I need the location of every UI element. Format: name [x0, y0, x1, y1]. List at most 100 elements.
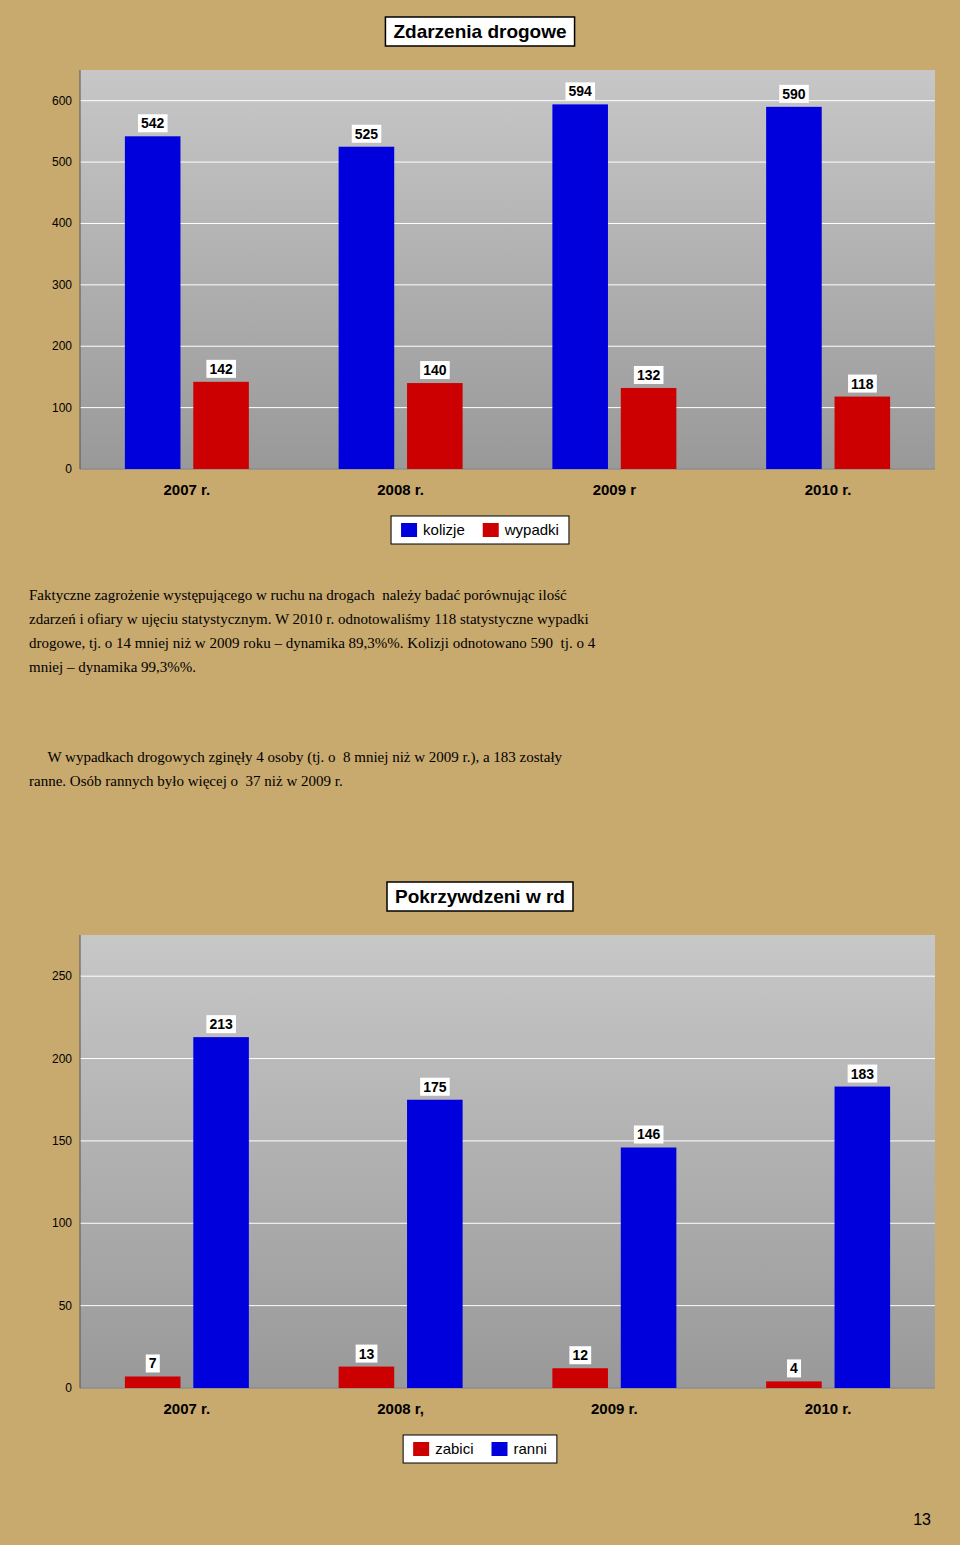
- data-label-group: 146: [634, 1125, 664, 1143]
- data-label-group: 12: [569, 1346, 591, 1364]
- data-labels: 542 525 594 590 142 140 132 118: [138, 82, 877, 392]
- data-label-group: 525: [352, 125, 382, 143]
- bar: [407, 1100, 463, 1388]
- data-label-group: 4: [787, 1359, 801, 1377]
- bar: [193, 1037, 249, 1388]
- data-label: 213: [209, 1016, 233, 1032]
- data-labels: 7 13 12 4 213 175 146 183: [146, 1015, 877, 1377]
- data-label: 594: [568, 83, 592, 99]
- data-label-group: 118: [848, 375, 877, 393]
- bar: [339, 1367, 395, 1388]
- grid: [80, 976, 935, 1388]
- data-label-group: 213: [206, 1015, 236, 1033]
- data-label-group: 590: [779, 85, 809, 103]
- bar: [407, 383, 463, 469]
- legend: zabici ranni: [403, 1435, 557, 1463]
- y-tick-label: 150: [52, 1134, 72, 1148]
- data-label-group: 183: [848, 1065, 878, 1083]
- chart-title: Pokrzywdzeni w rd: [395, 886, 565, 907]
- legend-label: ranni: [514, 1440, 547, 1457]
- chart: Pokrzywdzeni w rd05010015020025071312421…: [52, 882, 935, 1463]
- y-tick-label: 600: [52, 94, 72, 108]
- x-tick-label: 2008 r.: [377, 481, 424, 498]
- x-tick-label: 2009 r.: [591, 1400, 638, 1417]
- data-label: 175: [423, 1079, 447, 1095]
- bar: [193, 382, 249, 469]
- y-tick-label: 300: [52, 278, 72, 292]
- x-tick-label: 2010 r.: [805, 1400, 852, 1417]
- paragraph-line: Faktyczne zagrożenie występującego w ruc…: [29, 587, 567, 603]
- data-label-box: [206, 360, 236, 378]
- bar: [125, 1376, 181, 1388]
- data-label: 4: [790, 1360, 798, 1376]
- x-tick-label: 2007 r.: [164, 1400, 211, 1417]
- y-tick-label: 100: [52, 1216, 72, 1230]
- data-label-box: [848, 1065, 878, 1083]
- bar: [835, 397, 891, 469]
- paragraph-line: zdarzeń i ofiary w ujęciu statystycznym.…: [29, 611, 589, 627]
- bars: [125, 1037, 890, 1388]
- data-label-box: [787, 1359, 801, 1377]
- legend-swatch: [483, 523, 499, 537]
- data-label-group: 175: [420, 1078, 450, 1096]
- data-label-box: [420, 1078, 450, 1096]
- legend-label: wypadki: [504, 521, 559, 538]
- bar: [766, 107, 822, 469]
- data-label: 140: [423, 362, 447, 378]
- grid: [80, 101, 935, 469]
- background: [0, 0, 960, 1545]
- x-tick-label: 2009 r: [593, 481, 637, 498]
- text-block: Faktyczne zagrożenie występującego w ruc…: [29, 587, 596, 789]
- y-tick-label: 500: [52, 155, 72, 169]
- data-label: 13: [359, 1346, 375, 1362]
- paragraph-line: W wypadkach drogowych zginęły 4 osoby (t…: [29, 749, 563, 766]
- data-label: 118: [851, 376, 874, 392]
- data-label-box: [848, 375, 877, 393]
- data-label-box: [569, 1346, 591, 1364]
- page-number: 13: [913, 1511, 931, 1528]
- legend-swatch: [492, 1442, 508, 1456]
- chart: Zdarzenia drogowe01002003004005006005425…: [52, 17, 935, 544]
- data-label-group: 542: [138, 114, 168, 132]
- title-box: [385, 17, 574, 46]
- chart-title: Zdarzenia drogowe: [393, 21, 566, 42]
- paragraph-line: drogowe, tj. o 14 mniej niż w 2009 roku …: [29, 635, 596, 651]
- bar: [552, 104, 608, 469]
- bar: [339, 147, 395, 469]
- bars: [125, 104, 890, 469]
- grid-line: [80, 976, 935, 977]
- y-tick-label: 200: [52, 339, 72, 353]
- data-label-box: [420, 361, 450, 379]
- legend-label: kolizje: [423, 521, 465, 538]
- bar: [552, 1368, 608, 1388]
- data-label-group: 7: [146, 1354, 160, 1372]
- plot-area: [80, 70, 935, 469]
- data-label-box: [138, 114, 168, 132]
- data-label: 132: [637, 367, 661, 383]
- page-svg: Zdarzenia drogowe01002003004005006005425…: [0, 0, 960, 1545]
- y-tick-label: 50: [59, 1299, 73, 1313]
- bar: [621, 388, 677, 469]
- y-axis-line: [80, 935, 81, 1388]
- title-box: [387, 882, 573, 911]
- bar: [125, 136, 181, 469]
- legend-label: zabici: [435, 1440, 473, 1457]
- data-label: 542: [141, 115, 165, 131]
- legend-box: [403, 1435, 557, 1463]
- data-label-group: 594: [565, 82, 595, 100]
- data-label-group: 13: [356, 1345, 378, 1363]
- x-tick-label: 2007 r.: [164, 481, 211, 498]
- data-label-box: [146, 1354, 160, 1372]
- y-tick-label: 0: [65, 462, 72, 476]
- data-label-box: [356, 1345, 378, 1363]
- x-tick-label: 2010 r.: [805, 481, 852, 498]
- legend-swatch: [413, 1442, 429, 1456]
- page: {"chart_data": [ {"type": "bar", "title"…: [0, 0, 960, 1545]
- y-axis-line: [80, 70, 81, 469]
- data-label: 142: [209, 361, 233, 377]
- data-label-box: [634, 366, 664, 384]
- y-tick-label: 200: [52, 1052, 72, 1066]
- plot-area: [80, 935, 935, 1388]
- data-label-box: [779, 85, 809, 103]
- x-tick-label: 2008 r,: [377, 1400, 424, 1417]
